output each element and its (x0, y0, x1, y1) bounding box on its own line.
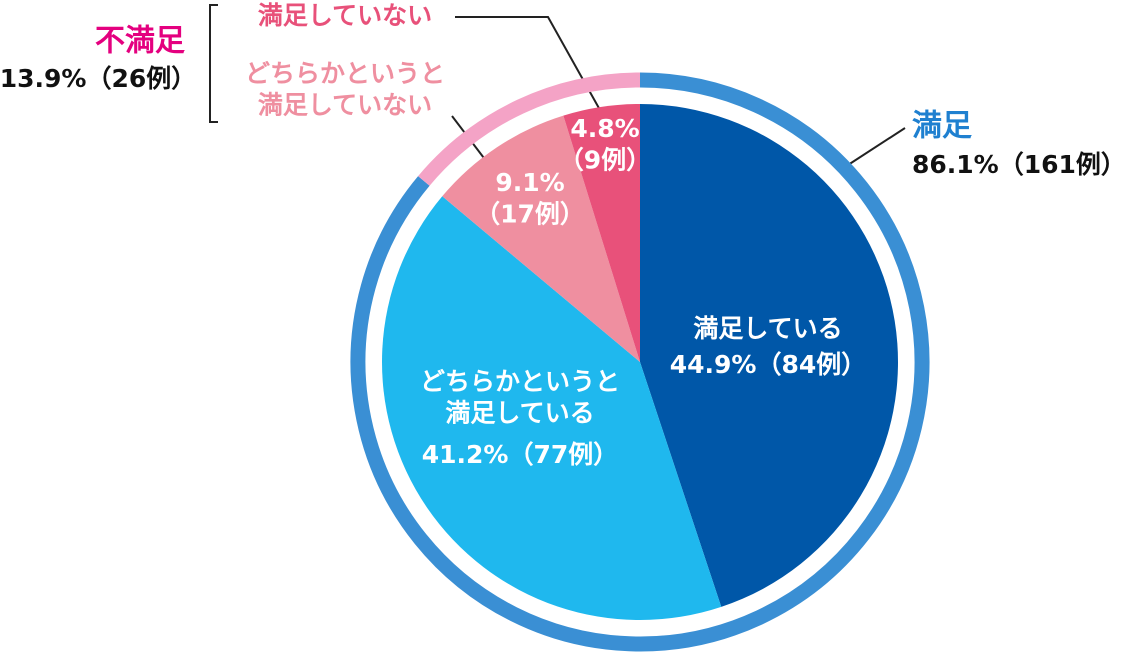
count: （17例） (475, 199, 585, 228)
value-label: 4.8%（9例） (559, 114, 651, 174)
count: （84例） (756, 350, 866, 379)
value-label: 41.2%（77例） (422, 440, 619, 469)
group-label: 満足 (912, 109, 972, 144)
pie-slice (442, 115, 640, 362)
bracket (209, 4, 218, 123)
percent: 13.9% (0, 64, 86, 93)
value-label: 9.1%（17例） (475, 168, 585, 228)
count: （161例） (999, 150, 1126, 179)
count: （26例） (86, 64, 196, 93)
pie-slice (563, 104, 640, 362)
percent: 41.2% (422, 440, 509, 469)
ring-segment (350, 72, 930, 652)
percent: 44.9% (670, 350, 757, 379)
pie-slice (381, 196, 722, 620)
value-label: 13.9%（26例） (0, 64, 196, 93)
count: （9例） (559, 145, 651, 174)
percent: 4.8% (570, 114, 639, 143)
slice-label: 満足していない (258, 1, 432, 30)
value-label: 86.1%（161例） (912, 150, 1126, 179)
count: （77例） (508, 440, 618, 469)
slice-label: どちらかというと満足していない (245, 59, 445, 119)
group-label: 不満足 (95, 24, 185, 59)
percent: 86.1% (912, 150, 999, 179)
leader-line (847, 127, 906, 166)
pie-slice (640, 104, 899, 607)
ring-segment (418, 72, 641, 186)
slice-label: 満足している (693, 314, 842, 343)
slice-label: どちらかというと満足している (420, 367, 620, 427)
value-label: 44.9%（84例） (670, 350, 867, 379)
percent: 9.1% (495, 168, 564, 197)
